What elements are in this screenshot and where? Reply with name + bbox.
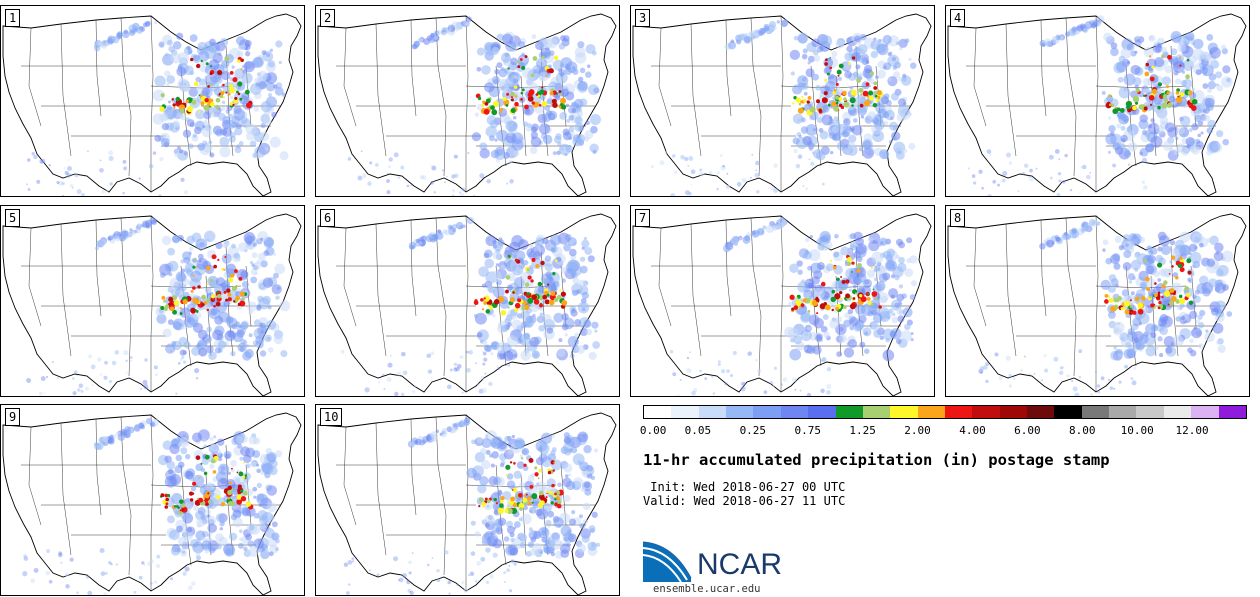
panel-number: 4 xyxy=(950,9,966,27)
colorbar-segment xyxy=(1081,406,1110,418)
site-url: ensemble.ucar.edu xyxy=(653,583,761,595)
panel-number: 5 xyxy=(5,209,21,227)
colorbar-segment xyxy=(1218,406,1246,418)
map-panel: 6 xyxy=(315,205,620,397)
map-panel: 8 xyxy=(945,205,1250,397)
colorbar-segment xyxy=(808,406,836,418)
colorbar-segment xyxy=(1027,406,1055,418)
precip-map xyxy=(317,213,617,396)
panel-number: 10 xyxy=(320,408,343,426)
panel-number: 8 xyxy=(950,209,966,227)
panel-number: 1 xyxy=(5,9,21,27)
precip-map xyxy=(947,213,1247,396)
colorbar-segment xyxy=(644,406,672,418)
map-panel: 9 xyxy=(0,404,305,596)
precip-map xyxy=(632,213,932,396)
precip-map xyxy=(947,13,1247,196)
precip-map xyxy=(2,412,302,595)
colorbar-tick-label: 2.00 xyxy=(904,424,931,437)
precip-map xyxy=(632,13,932,196)
colorbar-segment xyxy=(1191,406,1219,418)
colorbar-segment xyxy=(999,406,1028,418)
colorbar-segment xyxy=(1163,406,1192,418)
colorbar-segment xyxy=(835,406,863,418)
init-time: Init: Wed 2018-06-27 00 UTC xyxy=(643,480,846,494)
colorbar-segment xyxy=(944,406,973,418)
map-panel: 1 xyxy=(0,5,305,197)
map-panel: 7 xyxy=(630,205,935,397)
colorbar-tick-label: 10.00 xyxy=(1120,424,1154,437)
colorbar-tick-label: 0.00 xyxy=(639,424,667,437)
panel-number: 7 xyxy=(635,209,651,227)
logo-text: NCAR xyxy=(697,548,783,581)
colorbar-segment xyxy=(780,406,809,418)
ncar-logo-icon xyxy=(643,541,692,583)
colorbar-tick-label: 0.05 xyxy=(684,424,712,437)
colorbar-tick-label: 12.00 xyxy=(1175,424,1209,437)
colorbar-tick-label: 6.00 xyxy=(1014,424,1041,437)
colorbar-tick-label: 4.00 xyxy=(959,424,986,437)
colorbar-tick-label: 8.00 xyxy=(1069,424,1096,437)
precip-map xyxy=(2,13,302,196)
colorbar-segment xyxy=(726,406,754,418)
colorbar-segment xyxy=(972,406,1000,418)
colorbar-segment xyxy=(753,406,781,418)
precip-colorbar xyxy=(643,405,1247,419)
colorbar-tick-label: 0.75 xyxy=(794,424,821,437)
colorbar-segment xyxy=(862,406,891,418)
panel-number: 6 xyxy=(320,209,336,227)
map-panel: 5 xyxy=(0,205,305,397)
panel-number: 2 xyxy=(320,9,336,27)
colorbar-segment xyxy=(698,406,727,418)
map-panel: 2 xyxy=(315,5,620,197)
colorbar-segment xyxy=(917,406,945,418)
panel-number: 9 xyxy=(5,408,21,426)
chart-title: 11-hr accumulated precipitation (in) pos… xyxy=(643,451,1110,469)
panel-number: 3 xyxy=(635,9,651,27)
colorbar-segment xyxy=(890,406,918,418)
colorbar-segment xyxy=(671,406,699,418)
map-panel: 3 xyxy=(630,5,935,197)
map-panel: 4 xyxy=(945,5,1250,197)
colorbar-tick-label: 0.25 xyxy=(739,424,767,437)
colorbar-segment xyxy=(1054,406,1082,418)
precip-map xyxy=(2,213,302,396)
colorbar-tick-label: 1.25 xyxy=(849,424,876,437)
colorbar-segment xyxy=(1136,406,1164,418)
valid-time: Valid: Wed 2018-06-27 11 UTC xyxy=(643,494,846,508)
colorbar-segment xyxy=(1109,406,1137,418)
precip-map xyxy=(317,13,617,196)
precip-map xyxy=(317,412,617,595)
map-panel: 10 xyxy=(315,404,620,596)
